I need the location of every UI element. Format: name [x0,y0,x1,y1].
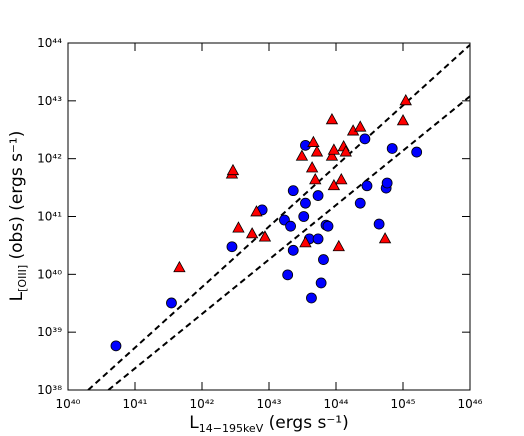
plot-frame [67,42,471,391]
y-tick-label: 10⁴³ [37,94,62,108]
x-tick-label: 10⁴⁴ [324,397,349,411]
triangle-point [309,173,322,185]
y-label-rest: (obs) (ergs s⁻¹) [7,131,27,265]
x-axis-label: L14−195keV (ergs s⁻¹) [189,413,348,435]
triangle-point [299,236,312,248]
circle-point [312,233,324,245]
circle-point [306,292,317,304]
triangle-point [173,260,186,273]
circle-point [166,297,177,309]
triangle-point [305,161,319,173]
x-label-sub: 14−195keV [199,422,264,435]
circle-point [285,220,296,232]
circle-point [287,244,299,256]
y-axis-label: L[OIII] (obs) (ergs s⁻¹) [7,131,29,302]
x-tick-label: 10⁴⁵ [391,397,416,411]
triangle-point [327,143,341,155]
triangle-point [245,227,259,239]
circle-point [287,185,299,197]
triangle-point [327,178,341,191]
circle-point [381,177,393,189]
circle-point [361,180,373,192]
circle-point [110,340,122,352]
triangle-point [295,149,309,161]
circle-point [373,218,385,230]
y-tick-label: 10⁴⁰ [37,267,62,281]
circle-point [359,133,371,145]
circle-point [318,254,329,265]
y-label-main: L [7,291,27,301]
triangle-point [399,94,412,106]
triangle-point [307,135,320,147]
triangle-point [354,120,367,132]
triangle-point [258,230,272,242]
x-tick-label: 10⁴¹ [123,397,148,411]
circle-point [226,241,238,253]
reference-line [107,95,470,390]
triangle-point [378,232,392,244]
x-label-rest: (ergs s⁻¹) [263,413,349,433]
y-tick-label: 10³⁹ [37,325,62,339]
x-tick-label: 10⁴⁰ [56,397,81,411]
circle-point [386,143,398,154]
x-label-main: L [189,413,199,433]
circle-point [298,211,310,222]
x-tick-label: 10⁴³ [257,397,282,411]
triangle-point [250,205,263,217]
y-tick-label: 10⁴¹ [37,210,62,224]
triangle-point [325,112,339,125]
circle-point [300,197,311,209]
circle-point [411,146,423,158]
y-tick-label: 10³⁸ [37,383,62,397]
triangle-point [339,145,352,157]
circle-point [282,269,294,281]
triangle-point [332,239,345,252]
circle-point [354,197,366,209]
triangle-point [335,173,348,185]
triangle-point [226,163,240,176]
y-tick-label: 10⁴² [37,152,62,166]
triangle-point [310,145,324,157]
triangle-point [325,149,339,161]
circle-point [322,220,334,232]
circle-point [312,190,324,201]
triangle-point [396,114,410,126]
y-tick-label: 10⁴⁴ [37,36,62,50]
triangle-point [232,221,245,233]
circle-point [315,277,327,289]
reference-line [87,44,470,390]
y-label-sub: [OIII] [16,265,29,292]
x-tick-label: 10⁴⁶ [458,397,483,411]
x-tick-label: 10⁴² [190,397,215,411]
